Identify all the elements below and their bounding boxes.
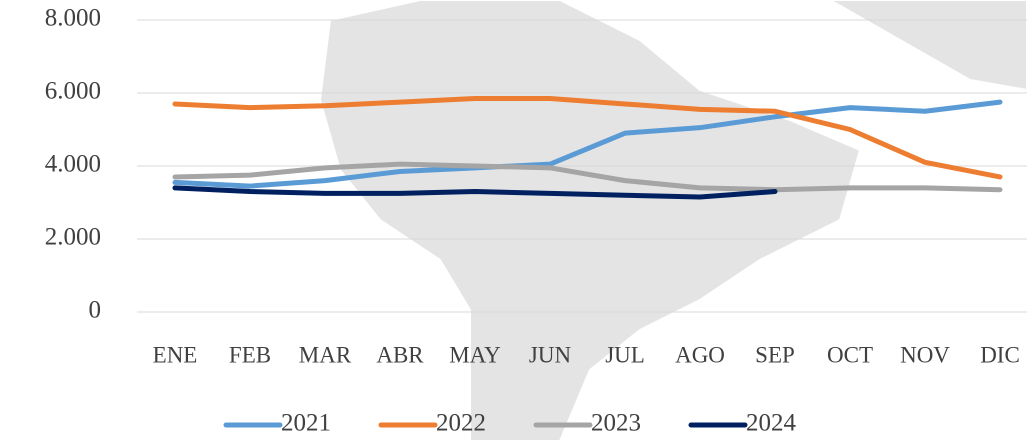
grid — [137, 19, 1027, 313]
x-tick-label: DIC — [980, 342, 1020, 367]
legend-label: 2024 — [746, 410, 797, 437]
legend-label: 2022 — [436, 410, 486, 437]
x-tick-label: JUL — [605, 342, 645, 367]
series-line — [172, 95, 1003, 180]
x-tick-label: MAY — [449, 342, 501, 367]
y-tick-label: 4.000 — [45, 151, 101, 178]
x-tick-label: ENE — [153, 342, 198, 367]
plot — [172, 95, 1003, 200]
background-map — [318, 0, 1027, 441]
x-tick-label: ABR — [376, 342, 424, 367]
legend-label: 2023 — [591, 410, 641, 437]
y-tick-label: 2.000 — [45, 224, 101, 251]
x-tick-label: SEP — [755, 342, 795, 367]
x-tick-label: MAR — [299, 342, 352, 367]
y-tick-label: 6.000 — [45, 78, 101, 105]
series-line — [172, 161, 1003, 193]
x-tick-label: NOV — [900, 342, 950, 367]
x-tick-label: JUN — [529, 342, 572, 367]
x-tick-label: FEB — [229, 342, 271, 367]
x-tick-label: OCT — [827, 342, 873, 367]
legend-label: 2021 — [281, 410, 331, 437]
y-tick-label: 8.000 — [45, 5, 101, 32]
x-tick-label: AGO — [675, 342, 725, 367]
y-tick-label: 0 — [89, 297, 102, 324]
series-line — [172, 185, 778, 200]
series-line — [172, 99, 1003, 189]
